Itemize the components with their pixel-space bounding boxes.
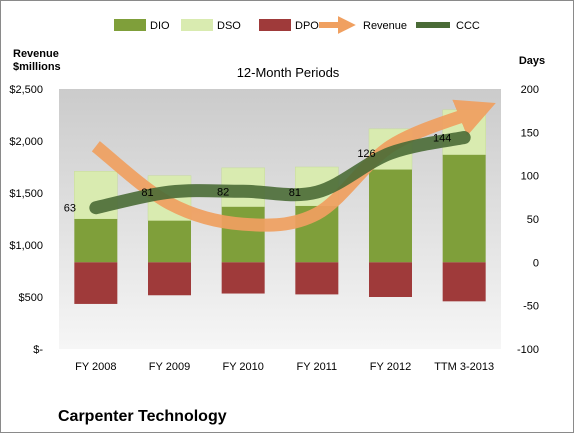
left-tick-label: $1,000 — [9, 240, 43, 252]
bar-dpo — [74, 262, 118, 304]
left-tick-label: $500 — [19, 292, 43, 304]
ccc-line — [89, 131, 471, 215]
legend-swatch-dso — [181, 19, 213, 31]
left-tick-label: $2,000 — [9, 136, 43, 148]
right-tick-label: 100 — [521, 171, 539, 183]
x-tick-label: FY 2009 — [149, 361, 190, 373]
left-tick-label: $1,500 — [9, 188, 43, 200]
bar-dpo — [221, 262, 265, 294]
right-tick-label: 0 — [533, 257, 539, 269]
ccc-data-label: 81 — [289, 187, 301, 199]
left-tick-label: $- — [33, 344, 43, 356]
bar-dio — [369, 169, 412, 263]
legend-swatch-dio — [114, 19, 146, 31]
legend-label: CCC — [456, 20, 480, 32]
left-axis-title: Revenue — [13, 48, 59, 60]
legend-label: DSO — [217, 20, 241, 32]
ccc-data-label: 63 — [64, 203, 76, 215]
right-tick-label: -50 — [523, 301, 539, 313]
ccc-data-label: 126 — [357, 148, 375, 160]
bar-dpo — [295, 262, 339, 295]
legend-label: Revenue — [363, 20, 407, 32]
bar-dio — [74, 219, 118, 263]
ccc-data-label: 82 — [217, 186, 229, 198]
right-axis-title: Days — [519, 55, 545, 67]
bar-dpo — [442, 262, 486, 302]
right-tick-label: 150 — [521, 127, 539, 139]
legend-label: DIO — [150, 20, 170, 32]
ccc-data-label: 81 — [141, 187, 153, 199]
company-name: Carpenter Technology — [58, 408, 227, 425]
left-tick-label: $2,500 — [9, 84, 43, 96]
x-tick-label: TTM 3-2013 — [434, 361, 494, 373]
bar-dpo — [148, 262, 191, 296]
ccc-data-label: 144 — [433, 133, 451, 145]
right-tick-label: 50 — [527, 214, 539, 226]
bar-dio — [442, 154, 486, 263]
right-tick-label: 200 — [521, 84, 539, 96]
x-tick-label: FY 2008 — [75, 361, 116, 373]
right-tick-label: -100 — [517, 344, 539, 356]
bar-dio — [148, 220, 191, 263]
x-tick-label: FY 2010 — [222, 361, 263, 373]
x-tick-label: FY 2012 — [370, 361, 411, 373]
legend-label: DPO — [295, 20, 319, 32]
left-axis-title: $millions — [13, 61, 61, 73]
legend-swatch-dpo — [259, 19, 291, 31]
chart-title: 12-Month Periods — [237, 65, 340, 80]
bar-dio — [221, 206, 265, 263]
x-tick-label: FY 2011 — [297, 361, 338, 373]
bar-dpo — [369, 262, 412, 297]
